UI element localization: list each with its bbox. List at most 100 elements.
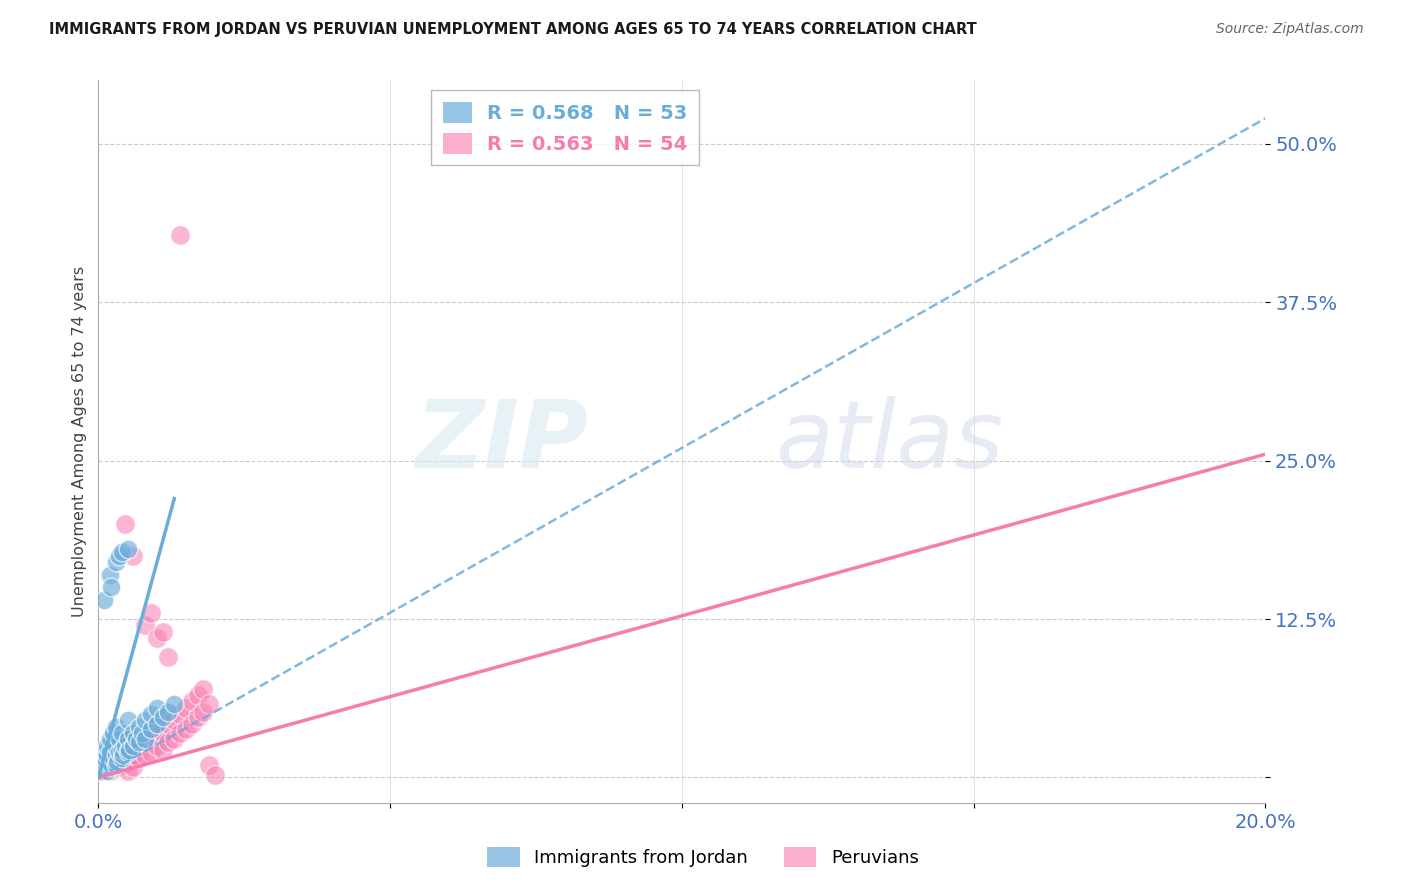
Legend: R = 0.568   N = 53, R = 0.563   N = 54: R = 0.568 N = 53, R = 0.563 N = 54 <box>432 90 699 165</box>
Point <box>169 707 191 722</box>
Point <box>94 751 117 765</box>
Point <box>98 745 121 759</box>
Point <box>122 726 145 740</box>
Point <box>101 726 124 740</box>
Point <box>117 745 139 759</box>
Point <box>104 760 127 774</box>
Point <box>114 739 136 753</box>
Point <box>117 742 139 756</box>
Point <box>174 700 197 714</box>
Point <box>108 732 131 747</box>
Point <box>104 720 127 734</box>
Point <box>198 697 221 711</box>
Point <box>111 742 134 756</box>
Point <box>105 756 128 770</box>
Point <box>128 751 150 765</box>
Point <box>117 764 139 778</box>
Point <box>163 732 186 747</box>
Point <box>100 757 122 772</box>
Point <box>134 735 156 749</box>
Point <box>104 747 127 762</box>
Point <box>90 764 112 778</box>
Point <box>204 768 226 782</box>
Legend: Immigrants from Jordan, Peruvians: Immigrants from Jordan, Peruvians <box>479 839 927 874</box>
Point <box>146 700 169 714</box>
Point <box>104 757 127 772</box>
Point <box>111 757 134 772</box>
Point <box>93 593 115 607</box>
Point <box>125 732 148 747</box>
Point <box>93 760 115 774</box>
Point <box>152 742 174 756</box>
Point <box>96 739 118 753</box>
Point <box>98 756 121 770</box>
Point <box>146 739 169 753</box>
Point <box>100 580 122 594</box>
Point <box>136 726 159 740</box>
Point <box>117 756 139 770</box>
Point <box>122 739 145 753</box>
Point <box>169 726 191 740</box>
Point <box>114 751 136 765</box>
Point <box>108 756 131 770</box>
Point <box>104 739 127 753</box>
Point <box>152 709 174 723</box>
Point <box>187 709 209 723</box>
Point <box>118 742 141 756</box>
Point <box>101 757 124 772</box>
Point <box>122 760 145 774</box>
Point <box>111 726 134 740</box>
Point <box>157 650 180 665</box>
Point <box>111 747 134 762</box>
Point <box>98 751 121 765</box>
Point <box>90 764 112 778</box>
Point <box>122 732 145 747</box>
Point <box>111 545 134 559</box>
Point <box>180 694 202 708</box>
Point <box>169 227 191 242</box>
Point <box>122 747 145 762</box>
Point <box>174 723 197 737</box>
Point <box>117 732 139 747</box>
Text: Source: ZipAtlas.com: Source: ZipAtlas.com <box>1216 22 1364 37</box>
Point <box>163 697 186 711</box>
Point <box>157 705 180 719</box>
Point <box>104 747 127 762</box>
Point <box>152 624 174 639</box>
Point <box>139 707 162 722</box>
Point <box>131 726 153 740</box>
Point <box>98 732 121 747</box>
Point <box>93 757 115 772</box>
Point <box>111 745 134 759</box>
Point <box>139 730 162 744</box>
Point <box>139 723 162 737</box>
Text: ZIP: ZIP <box>416 395 589 488</box>
Point <box>111 751 134 765</box>
Point <box>128 720 150 734</box>
Point <box>134 618 156 632</box>
Point <box>122 549 145 563</box>
Point <box>91 760 114 774</box>
Point <box>134 714 156 728</box>
Point <box>98 760 121 774</box>
Point <box>98 764 121 778</box>
Point <box>146 723 169 737</box>
Point <box>180 717 202 731</box>
Point <box>104 555 127 569</box>
Point <box>163 714 186 728</box>
Point <box>187 688 209 702</box>
Point <box>193 681 215 696</box>
Point <box>96 764 118 778</box>
Point <box>128 735 150 749</box>
Point <box>117 714 139 728</box>
Point <box>114 516 136 531</box>
Point <box>108 549 131 563</box>
Point <box>108 745 131 759</box>
Point <box>134 732 156 747</box>
Point <box>139 745 162 759</box>
Point <box>98 567 121 582</box>
Point <box>117 542 139 557</box>
Point <box>193 705 215 719</box>
Point <box>146 631 169 645</box>
Point <box>101 751 124 765</box>
